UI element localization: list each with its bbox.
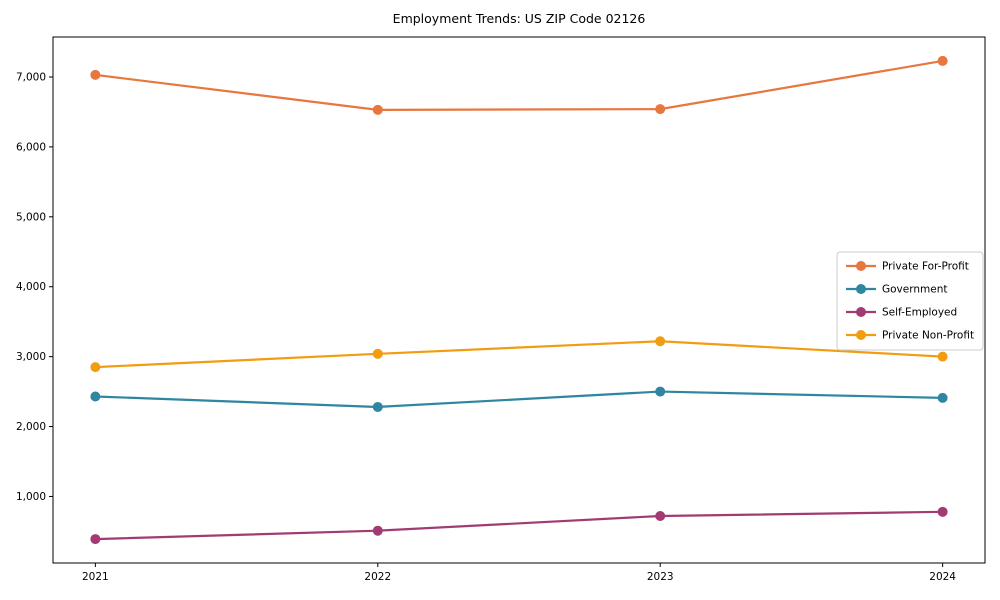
- data-point: [372, 401, 383, 412]
- legend-marker-dot: [856, 330, 866, 340]
- legend-label: Private For-Profit: [882, 261, 969, 273]
- data-point: [655, 336, 666, 347]
- data-point: [655, 386, 666, 397]
- legend-label: Self-Employed: [882, 307, 957, 319]
- series-line: [94, 510, 944, 541]
- x-tick-label: 2022: [364, 571, 391, 583]
- data-point: [90, 391, 101, 402]
- x-tick-label: 2021: [82, 571, 109, 583]
- data-point: [655, 104, 666, 115]
- legend-box: [836, 251, 984, 351]
- legend-marker-dot: [856, 307, 866, 317]
- plot-border: [52, 36, 986, 564]
- data-point: [90, 362, 101, 373]
- data-point: [90, 69, 101, 80]
- data-point: [937, 55, 948, 66]
- y-tick-label: 2,000: [16, 421, 46, 433]
- data-point: [372, 348, 383, 359]
- legend-label: Government: [882, 284, 947, 296]
- data-point: [655, 511, 666, 522]
- data-point: [937, 351, 948, 362]
- series-line: [94, 59, 944, 111]
- series-line: [94, 340, 944, 369]
- y-tick-label: 5,000: [16, 211, 46, 223]
- legend-marker-dot: [856, 261, 866, 271]
- data-point: [372, 525, 383, 536]
- y-tick-label: 1,000: [16, 491, 46, 503]
- y-tick-label: 4,000: [16, 281, 46, 293]
- x-tick-label: 2024: [929, 571, 956, 583]
- series-line: [94, 390, 944, 409]
- y-tick-label: 7,000: [16, 71, 46, 83]
- legend-label: Private Non-Profit: [882, 330, 974, 342]
- chart-title: Employment Trends: US ZIP Code 02126: [392, 11, 646, 26]
- data-point: [937, 506, 948, 517]
- x-tick-label: 2023: [647, 571, 674, 583]
- y-tick-label: 3,000: [16, 351, 46, 363]
- data-point: [90, 534, 101, 545]
- data-point: [372, 104, 383, 115]
- data-point: [937, 392, 948, 403]
- y-tick-label: 6,000: [16, 141, 46, 153]
- legend-marker-dot: [856, 284, 866, 294]
